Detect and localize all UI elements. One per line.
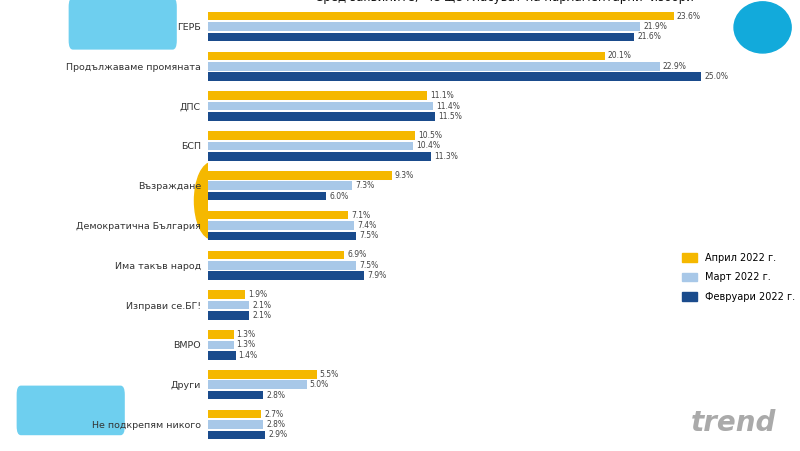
Text: 11.5%: 11.5% [438, 112, 462, 121]
Text: 21.9%: 21.9% [643, 22, 667, 31]
Circle shape [734, 2, 791, 53]
Bar [208, 341, 234, 349]
Bar [208, 92, 427, 100]
Text: Шоукарта: Шоукарта [21, 304, 73, 314]
Text: 2.8%: 2.8% [266, 391, 286, 400]
Bar [208, 62, 660, 71]
Bar [208, 211, 348, 219]
Bar [208, 171, 391, 179]
Bar [208, 73, 702, 81]
Bar [208, 251, 344, 259]
Title: Сред заявилите,  че ще гласуват на парламентарни  избори: Сред заявилите, че ще гласуват на парлам… [314, 0, 694, 4]
Text: 22.9%: 22.9% [663, 62, 686, 71]
FancyBboxPatch shape [17, 386, 125, 435]
Bar [208, 22, 640, 31]
Text: 2.1%: 2.1% [253, 300, 271, 309]
Circle shape [194, 162, 230, 239]
Text: 25.0%: 25.0% [704, 72, 728, 81]
Bar [208, 232, 356, 240]
Text: 1.9%: 1.9% [249, 290, 267, 299]
Bar [208, 351, 236, 359]
Text: 6.0%: 6.0% [330, 192, 349, 201]
Text: 7.3%: 7.3% [355, 181, 374, 190]
Bar [208, 272, 364, 280]
Text: 6.9%: 6.9% [347, 250, 366, 259]
Text: 21.6%: 21.6% [638, 32, 661, 41]
Text: 5.5%: 5.5% [319, 370, 338, 379]
Bar [208, 261, 356, 270]
Bar [208, 181, 352, 190]
Bar [208, 33, 634, 41]
Bar [208, 131, 415, 140]
Text: 2.9%: 2.9% [268, 430, 287, 439]
Bar [208, 330, 234, 339]
Text: 7.9%: 7.9% [367, 271, 386, 280]
Text: 11.1%: 11.1% [430, 91, 454, 100]
Text: 10.5%: 10.5% [418, 131, 442, 140]
Bar [208, 391, 263, 399]
Bar [208, 431, 266, 439]
Bar [208, 420, 263, 429]
Text: 10.4%: 10.4% [416, 142, 440, 151]
Bar [208, 370, 317, 378]
Bar [208, 102, 433, 110]
Bar [208, 112, 435, 121]
Bar [208, 152, 431, 161]
Bar [208, 12, 674, 20]
Text: Един отговор: Един отговор [21, 329, 90, 339]
Text: Ако днес се провеждат
парламентарни избори и
се явят следните
политически партии: Ако днес се провеждат парламентарни избо… [21, 79, 168, 162]
Text: 2.1%: 2.1% [253, 311, 271, 320]
Text: 1.4%: 1.4% [238, 351, 258, 360]
FancyBboxPatch shape [69, 0, 177, 50]
Text: 20.1%: 20.1% [608, 51, 631, 60]
Bar [208, 410, 262, 418]
Bar [208, 52, 605, 60]
Text: 23.6%: 23.6% [677, 12, 701, 21]
Bar [208, 311, 250, 320]
Text: trend: trend [690, 410, 776, 437]
Bar [208, 380, 306, 389]
Bar [208, 142, 414, 150]
Text: 7.1%: 7.1% [351, 211, 370, 220]
Text: 11.3%: 11.3% [434, 152, 458, 161]
Text: 7.5%: 7.5% [359, 261, 378, 270]
Text: 2.8%: 2.8% [266, 420, 286, 429]
Legend: Април 2022 г., Март 2022 г., Февруари 2022 г.: Април 2022 г., Март 2022 г., Февруари 20… [682, 253, 795, 302]
Text: 2.7%: 2.7% [264, 410, 283, 419]
Text: 11.4%: 11.4% [436, 101, 460, 110]
Bar [208, 192, 326, 200]
Text: 7.5%: 7.5% [359, 231, 378, 240]
Text: 7.4%: 7.4% [357, 221, 376, 230]
Bar [208, 221, 354, 230]
Text: 1.3%: 1.3% [237, 330, 256, 339]
Text: 9.3%: 9.3% [394, 171, 414, 180]
Text: 5.0%: 5.0% [310, 380, 329, 389]
Bar [208, 290, 246, 299]
Text: 1.3%: 1.3% [237, 341, 256, 350]
Bar [208, 301, 250, 309]
